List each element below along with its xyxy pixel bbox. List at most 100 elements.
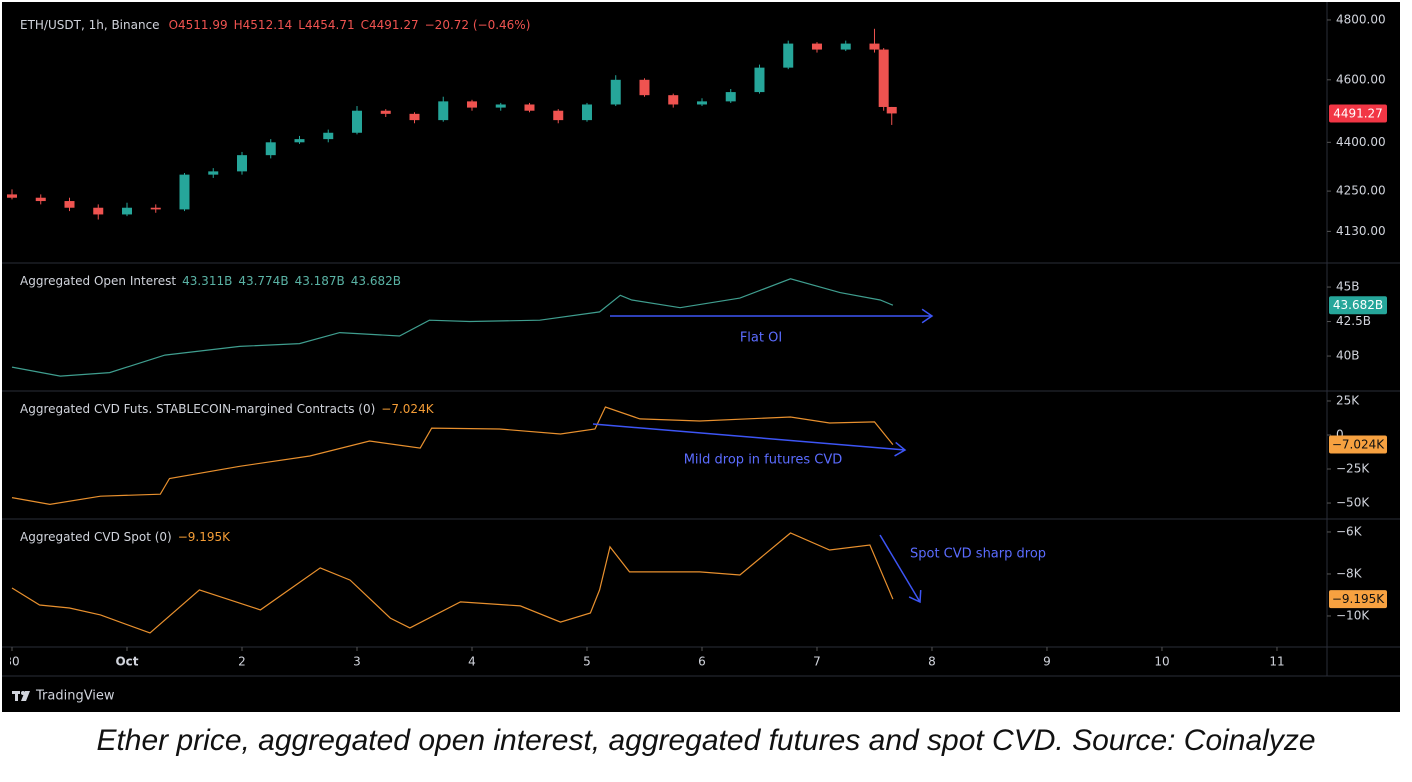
price-badge-label: −9.195K [1332,592,1385,606]
candle-body [179,174,190,210]
series-line [11,278,894,377]
series-line [11,406,894,506]
candle-body [840,43,851,50]
legend-value: C4491.27 [361,18,419,32]
y-tick-label: 4250.00 [1336,184,1386,198]
candle-body [553,110,564,121]
candle-body [150,207,161,210]
x-tick-group: 6 [698,647,706,669]
y-tick-label: −10K [1336,608,1370,622]
candle-body [639,79,650,96]
candle-body [495,104,506,108]
annotation-text: Mild drop in futures CVD [684,453,843,468]
candle-body [869,43,880,50]
pane-header: Aggregated CVD Futs. STABLECOIN-margined… [20,402,435,416]
candle-body [466,101,477,108]
x-tick-label: 7 [813,655,821,669]
candle-body [121,207,132,215]
x-tick-label: Oct [115,655,138,669]
candle-body [524,104,535,111]
annotation-text: Spot CVD sharp drop [910,547,1046,562]
candle-body [35,197,46,202]
annotation-arrow [879,534,921,603]
price-badge [1329,435,1387,454]
price-badge-label: 43.682B [1333,298,1383,312]
price-badge-label: −7.024K [1332,438,1385,452]
candle-body [323,132,334,140]
price-badge [1329,104,1387,123]
y-tick-label: 40B [1336,349,1360,363]
x-tick-label: 5 [583,655,591,669]
x-tick-group: 4 [468,647,476,669]
candle-body [409,113,420,121]
candle-body [7,194,17,198]
y-tick-label: 4600.00 [1336,72,1386,86]
annotation-text: Flat OI [740,331,782,346]
candle-body [696,101,707,105]
candle-body [811,43,822,50]
x-tick-label: 9 [1043,655,1051,669]
pane-title: ETH/USDT, 1h, Binance [20,18,160,32]
x-tick-label: 2 [238,655,246,669]
legend-value: 43.311B [182,274,232,288]
pane-title: Aggregated Open Interest [20,274,176,288]
candle-body [610,79,621,105]
candle-body [878,49,889,107]
caption: Ether price, aggregated open interest, a… [96,724,1315,757]
x-tick-label: 10 [1154,655,1169,669]
x-tick-label: 6 [698,655,706,669]
legend-value: −20.72 (−0.46%) [425,18,531,32]
x-tick-label: 30 [4,655,19,669]
pane-title: Aggregated CVD Futs. STABLECOIN-margined… [20,402,375,416]
pane-title: Aggregated CVD Spot (0) [20,530,172,544]
chart-background [2,2,1400,712]
candle-body [64,201,75,208]
price-badge [1329,590,1387,609]
legend-value: 43.682B [351,274,401,288]
x-tick-label: 3 [353,655,361,669]
annotation-arrowhead [908,589,922,604]
y-tick-label: −6K [1336,524,1363,538]
candle-body [236,155,247,172]
price-badge-label: 4491.27 [1333,106,1383,120]
candle-body [265,142,276,156]
candle-body [438,101,449,121]
x-tick-group: 8 [928,647,936,669]
annotation-arrow [592,423,906,451]
y-tick-label: 4130.00 [1336,224,1386,238]
candle-body [725,92,736,102]
tradingview-logo [12,691,30,701]
candle-body [886,106,897,114]
x-tick-label: 4 [468,655,476,669]
legend-value: O4511.99 [169,18,228,32]
y-tick-label: 42.5B [1336,314,1371,328]
x-tick-group: 3 [353,647,361,669]
price-badge [1329,296,1387,315]
x-tick-group: 9 [1043,647,1051,669]
candle-body [380,110,391,114]
candle-body [754,67,765,93]
pane-header: Aggregated Open Interest 43.311B 43.774B 43… [20,274,401,288]
candle-body [581,104,592,121]
candle-body [351,110,362,133]
legend-value: −7.024K [381,402,434,416]
legend-value: L4454.71 [298,18,354,32]
x-tick-group: Oct [115,647,139,669]
x-tick-label: 8 [928,655,936,669]
y-tick-label: 25K [1336,393,1360,407]
y-tick-label: 4400.00 [1336,135,1386,149]
x-tick-group: 11 [1269,647,1285,669]
pane-header: Aggregated CVD Spot (0) −9.195K [20,530,231,544]
y-tick-label: 4800.00 [1336,12,1386,26]
legend-value: 43.187B [295,274,345,288]
pane-header: ETH/USDT, 1h, Binance O4511.99 H4512.14 L44… [20,18,530,32]
legend-value: −9.195K [178,530,231,544]
y-tick-label: −8K [1336,566,1363,580]
x-tick-group: 30 [4,647,20,669]
annotation-arrowhead [921,308,934,324]
candle-body [783,43,794,68]
legend-value: 43.774B [238,274,288,288]
x-tick-group: 7 [813,647,821,669]
